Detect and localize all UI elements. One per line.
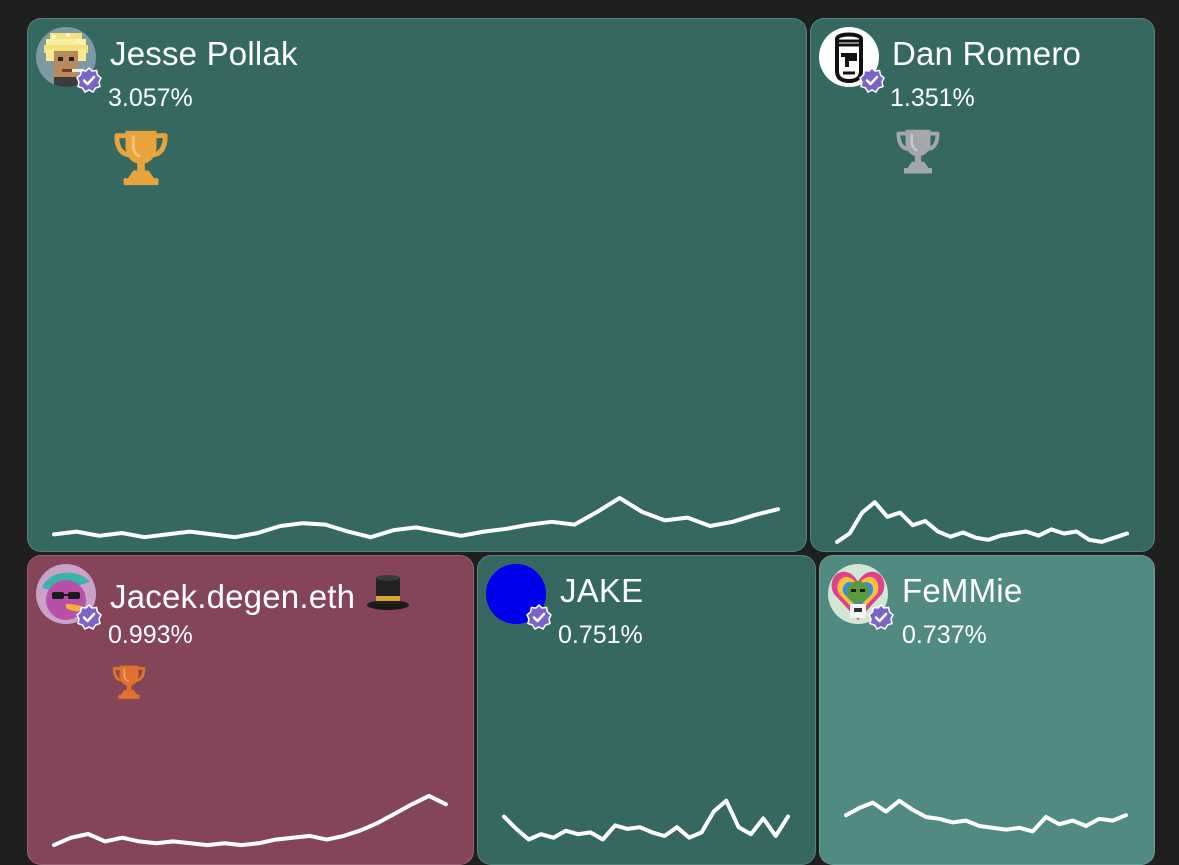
- tile-name: Jesse Pollak: [110, 35, 298, 72]
- leaderboard-tile-dan-romero[interactable]: Dan Romero 1.351%: [810, 18, 1155, 552]
- bronze-trophy-icon: [110, 662, 148, 700]
- tile-share-percent: 0.737%: [902, 621, 987, 649]
- trend-line: [835, 500, 1129, 544]
- leaderboard-tile-femmie[interactable]: FeMMie 0.737%: [819, 555, 1155, 865]
- trend-line: [52, 793, 448, 848]
- tile-name: JAKE: [560, 572, 644, 609]
- tile-share-percent: 0.751%: [558, 621, 643, 649]
- leaderboard-tile-jesse-pollak[interactable]: Jesse Pollak 3.057%: [27, 18, 807, 552]
- verified-badge-icon: [526, 604, 552, 630]
- tile-name: Jacek.degen.eth: [110, 572, 411, 616]
- leaderboard-tile-jake[interactable]: JAKE 0.751%: [477, 555, 816, 865]
- pixel-punk-avatar-icon: [36, 27, 96, 87]
- silver-trophy-icon: [893, 125, 943, 175]
- avatar-jake: [486, 564, 552, 630]
- trend-line: [52, 496, 780, 540]
- trend-line: [502, 798, 790, 842]
- tile-name: Dan Romero: [892, 35, 1082, 72]
- avatar-femmie: [828, 564, 894, 630]
- trend-sparkline: [52, 481, 780, 543]
- trend-sparkline: [844, 796, 1128, 838]
- trend-line: [844, 798, 1128, 834]
- avatar-jesse-pollak: [36, 27, 102, 93]
- tile-name-text: Jacek.degen.eth: [110, 578, 356, 615]
- tile-name: FeMMie: [902, 572, 1023, 609]
- verified-badge-icon: [868, 604, 894, 630]
- avatar-jacek-degen-eth: [36, 564, 102, 630]
- verified-badge-icon: [76, 67, 102, 93]
- leaderboard-tile-jacek-degen-eth[interactable]: Jacek.degen.eth 0.993%: [27, 555, 474, 865]
- tile-share-percent: 3.057%: [108, 84, 193, 112]
- trend-sparkline: [835, 495, 1129, 547]
- avatar-dan-romero: [819, 27, 885, 93]
- green-character-heart-avatar-icon: [828, 564, 888, 624]
- tile-share-percent: 0.993%: [108, 621, 193, 649]
- tile-share-percent: 1.351%: [890, 84, 975, 112]
- verified-badge-icon: [859, 67, 885, 93]
- gold-trophy-icon: [110, 125, 172, 187]
- top-hat-icon: [365, 572, 411, 612]
- trend-sparkline: [52, 792, 448, 850]
- verified-badge-icon: [76, 604, 102, 630]
- trend-sparkline: [502, 796, 790, 846]
